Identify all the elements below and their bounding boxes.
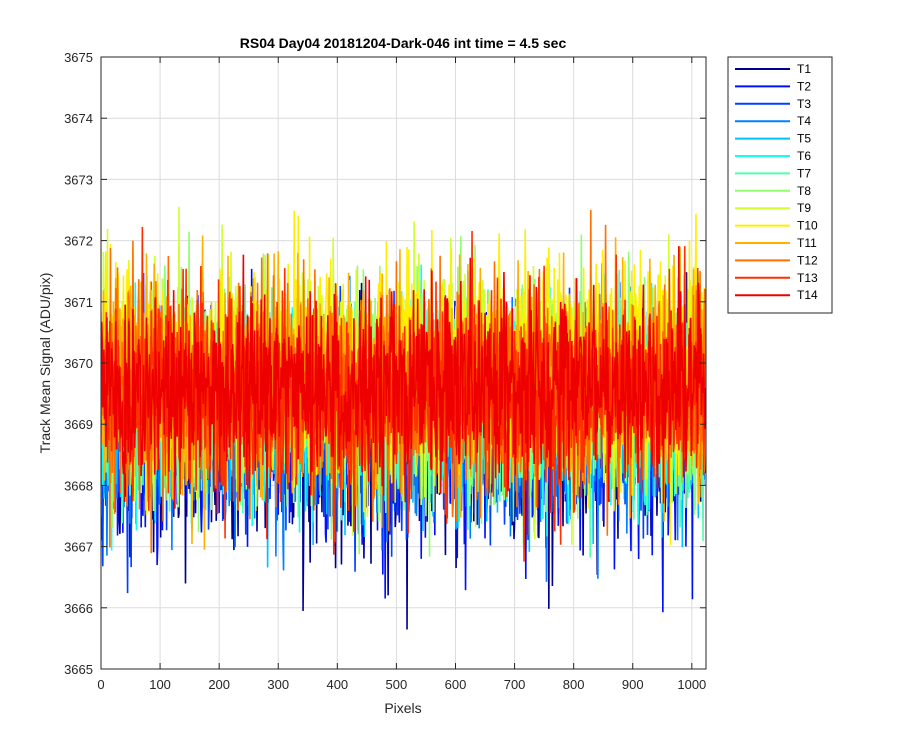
y-tick-label-1: 3666 [64, 601, 93, 616]
x-tick-label-3: 300 [267, 677, 289, 692]
y-tick-label-5: 3670 [64, 356, 93, 371]
x-tick-label-8: 800 [563, 677, 585, 692]
x-tick-label-6: 600 [445, 677, 467, 692]
series-line-T14 [101, 246, 706, 540]
x-tick-label-0: 0 [97, 677, 104, 692]
x-axis-title: Pixels [384, 700, 421, 716]
legend-label-T2: T2 [797, 79, 811, 93]
legend-label-T12: T12 [797, 253, 818, 267]
y-tick-label-9: 3674 [64, 111, 93, 126]
x-tick-label-10: 1000 [677, 677, 706, 692]
y-axis-title: Track Mean Signal (ADU/pix) [37, 273, 53, 454]
legend-label-T6: T6 [797, 149, 811, 163]
legend-label-T13: T13 [797, 271, 818, 285]
y-tick-label-7: 3672 [64, 234, 93, 249]
x-tick-label-9: 900 [622, 677, 644, 692]
x-tick-label-1: 100 [149, 677, 171, 692]
y-tick-label-4: 3669 [64, 417, 93, 432]
legend-label-T1: T1 [797, 62, 811, 76]
x-tick-label-5: 500 [386, 677, 408, 692]
axis-ticks: 0 100 200 300 400 500 600 700 800 900 1000 3665 3666… [64, 50, 706, 692]
legend-label-T4: T4 [797, 114, 811, 128]
legend-label-T5: T5 [797, 132, 811, 146]
chart-title: RS04 Day04 20181204-Dark-046 int time = … [240, 35, 567, 51]
y-tick-label-8: 3673 [64, 172, 93, 187]
legend-label-T7: T7 [797, 166, 811, 180]
y-tick-label-6: 3671 [64, 295, 93, 310]
y-tick-label-10: 3675 [64, 50, 93, 65]
y-tick-label-3: 3668 [64, 478, 93, 493]
x-tick-label-4: 400 [326, 677, 348, 692]
x-tick-label-7: 700 [504, 677, 526, 692]
x-tick-label-2: 200 [208, 677, 230, 692]
legend-label-T14: T14 [797, 288, 818, 302]
legend-label-T8: T8 [797, 184, 811, 198]
legend-label-T9: T9 [797, 201, 811, 215]
y-tick-label-2: 3667 [64, 540, 93, 555]
legend-box [727, 56, 833, 314]
legend-label-T10: T10 [797, 219, 818, 233]
series-layer [101, 206, 706, 630]
y-tick-label-0: 3665 [64, 662, 93, 677]
legend-label-T11: T11 [797, 236, 817, 250]
legend: T1 T2 T3 T4 T5 T6 T7 T8 T9 T10 T11 T12 T13 T14 [727, 56, 833, 314]
legend-label-T3: T3 [797, 97, 811, 111]
